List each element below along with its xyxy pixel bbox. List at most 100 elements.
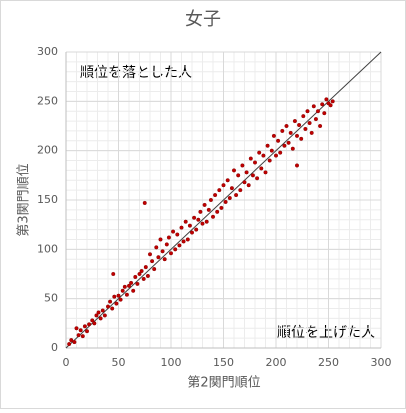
point <box>271 133 276 138</box>
point <box>210 214 215 219</box>
x-tick-label: 150 <box>213 356 234 369</box>
point <box>231 168 236 173</box>
point <box>139 269 144 274</box>
point <box>244 170 249 175</box>
point <box>179 225 184 230</box>
plot-area: 0 50 100 150 200 250 300 0 50 100 150 200 250 300 <box>37 45 392 369</box>
point <box>126 283 131 288</box>
y-tick-label: 100 <box>37 242 58 255</box>
point <box>72 340 77 345</box>
point <box>280 128 285 133</box>
point <box>267 158 272 163</box>
point <box>92 321 97 326</box>
point <box>250 173 255 178</box>
point <box>116 293 121 298</box>
point <box>189 230 194 235</box>
point <box>141 276 146 281</box>
point <box>311 104 316 109</box>
point <box>129 280 134 285</box>
point <box>84 329 89 334</box>
point <box>185 237 190 242</box>
point <box>133 274 138 279</box>
point <box>259 166 264 171</box>
x-tick-label: 200 <box>266 356 287 369</box>
point <box>215 209 220 214</box>
point <box>246 183 251 188</box>
point <box>124 292 129 297</box>
point <box>112 294 117 299</box>
point <box>309 130 314 135</box>
point <box>278 150 283 155</box>
point <box>111 272 116 277</box>
point <box>67 342 72 347</box>
x-tick-label: 300 <box>371 356 392 369</box>
point <box>194 227 199 232</box>
point <box>290 146 295 151</box>
point <box>242 180 247 185</box>
point <box>137 272 142 277</box>
point <box>295 133 300 138</box>
y-tick-label: 250 <box>37 94 58 107</box>
point <box>223 199 228 204</box>
point <box>166 235 171 240</box>
annotation: 順位を落とした人 <box>80 65 192 81</box>
point <box>114 301 119 306</box>
point <box>171 229 176 234</box>
point <box>200 221 205 226</box>
y-tick-label: 200 <box>37 144 58 157</box>
x-axis-label: 第2関門順位 <box>187 376 260 391</box>
point <box>78 328 83 333</box>
point <box>217 188 222 193</box>
point <box>236 173 241 178</box>
point <box>284 123 289 128</box>
x-tick-label: 0 <box>63 356 70 369</box>
point <box>181 239 186 244</box>
point <box>183 219 188 224</box>
point <box>131 288 136 293</box>
point <box>160 249 165 254</box>
point <box>261 153 266 158</box>
point <box>295 163 300 168</box>
point <box>219 205 224 210</box>
point <box>175 232 180 237</box>
point <box>158 237 163 242</box>
point <box>274 153 279 158</box>
y-tick-label: 0 <box>51 341 58 354</box>
point <box>307 121 312 126</box>
point <box>105 304 110 309</box>
point <box>150 259 155 264</box>
point <box>82 324 87 329</box>
point <box>122 284 127 289</box>
point <box>147 252 152 257</box>
point <box>87 322 92 327</box>
point <box>173 247 178 252</box>
point <box>238 188 243 193</box>
point <box>187 223 192 228</box>
point <box>225 178 230 183</box>
point <box>213 193 218 198</box>
point <box>90 318 95 323</box>
point <box>145 273 150 278</box>
point <box>74 326 79 331</box>
point <box>154 245 159 250</box>
point <box>282 143 287 148</box>
point <box>299 136 304 141</box>
point <box>206 207 211 212</box>
point <box>257 150 262 155</box>
point <box>316 109 321 114</box>
point <box>102 313 107 318</box>
point <box>198 209 203 214</box>
y-tick-label: 300 <box>37 45 58 58</box>
point <box>276 138 281 143</box>
point <box>192 215 197 220</box>
point <box>320 102 325 107</box>
point <box>108 299 113 304</box>
point <box>330 99 335 104</box>
point <box>118 297 123 302</box>
point <box>168 251 173 256</box>
point <box>202 202 207 207</box>
point <box>328 103 333 108</box>
point <box>292 119 297 124</box>
